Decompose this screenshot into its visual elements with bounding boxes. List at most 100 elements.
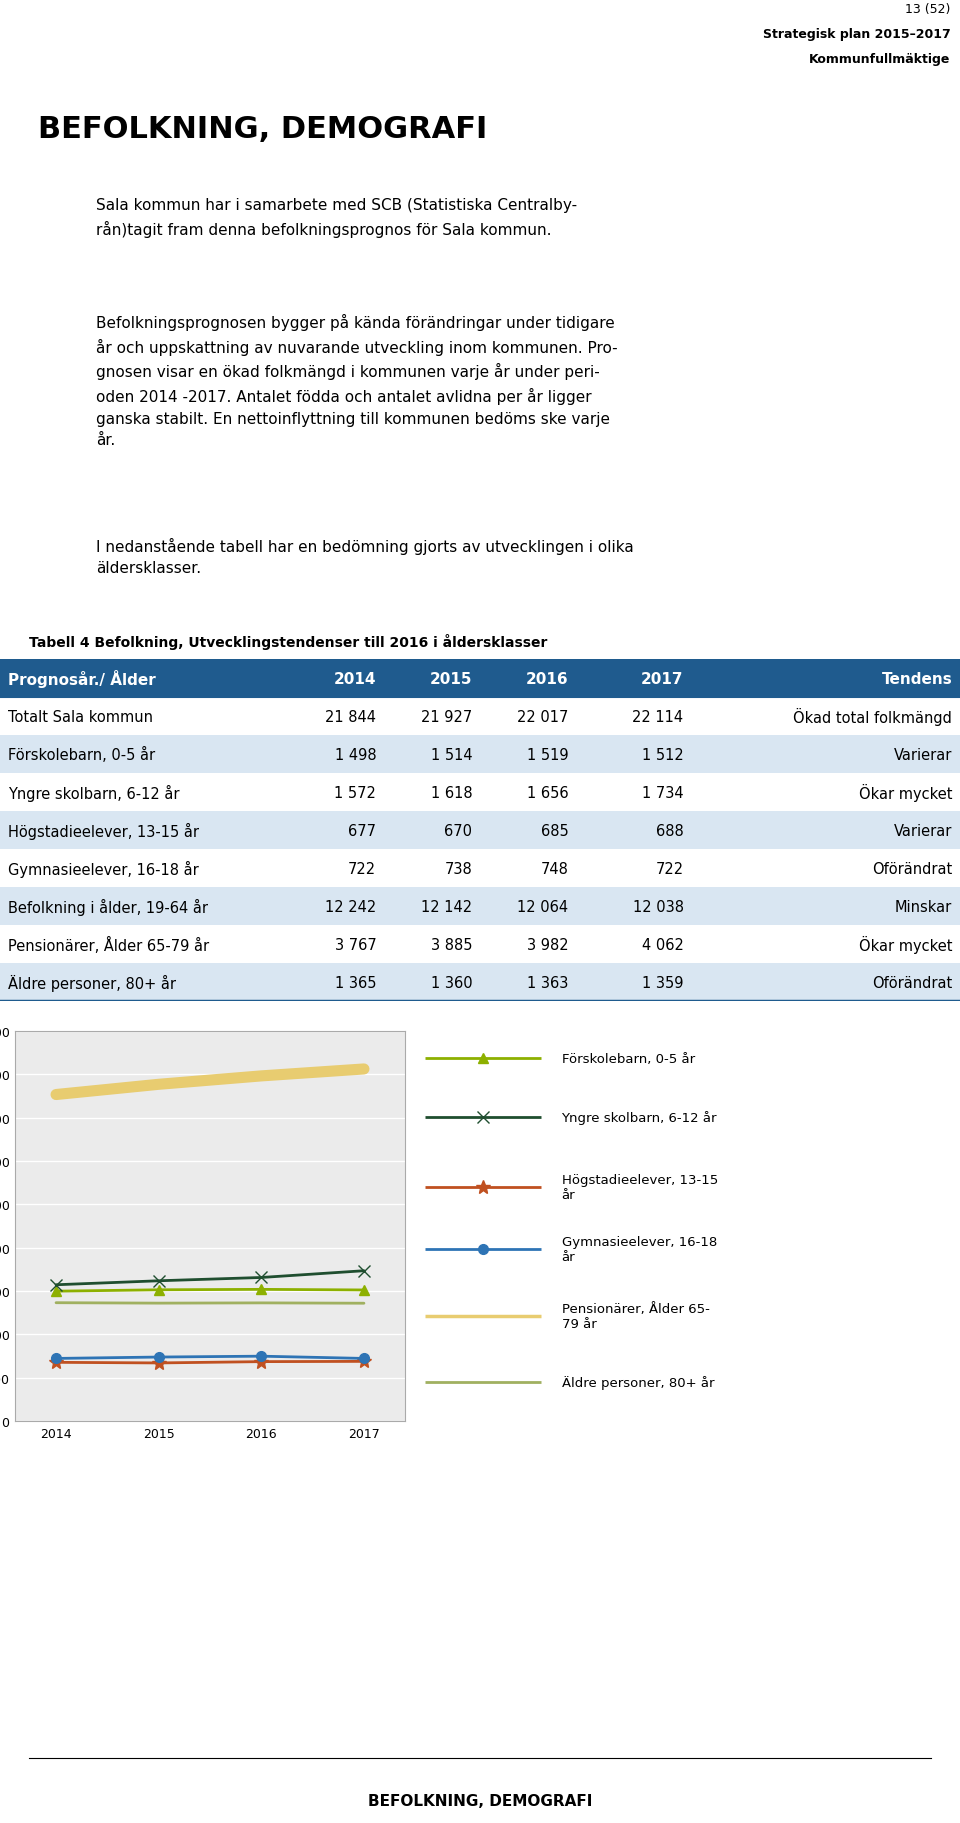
Bar <box>384 926 480 964</box>
Bar <box>0 926 288 964</box>
Bar <box>691 736 960 773</box>
Text: Oförändrat: Oförändrat <box>872 975 952 990</box>
Text: Tabell 4 Befolkning, Utvecklingstendenser till 2016 i åldersklasser: Tabell 4 Befolkning, Utvecklingstendense… <box>29 634 547 651</box>
Bar <box>384 964 480 1001</box>
Text: 21 844: 21 844 <box>325 709 376 724</box>
Bar <box>288 773 384 811</box>
Bar <box>288 964 384 1001</box>
Bar <box>0 811 288 850</box>
Bar <box>576 773 691 811</box>
Bar <box>480 888 576 926</box>
Text: 738: 738 <box>444 860 472 877</box>
Bar <box>288 660 384 698</box>
Bar <box>384 660 480 698</box>
Text: Ökar mycket: Ökar mycket <box>859 935 952 953</box>
Bar <box>480 850 576 888</box>
Text: Ökar mycket: Ökar mycket <box>859 784 952 802</box>
Bar <box>288 811 384 850</box>
Bar <box>0 888 288 926</box>
Text: 1 360: 1 360 <box>431 975 472 990</box>
Text: 2016: 2016 <box>526 671 568 685</box>
Text: 4 062: 4 062 <box>641 937 684 952</box>
Text: Tendens: Tendens <box>881 671 952 685</box>
Bar <box>384 736 480 773</box>
Bar <box>576 850 691 888</box>
Bar <box>0 850 288 888</box>
Bar <box>480 964 576 1001</box>
Text: Kommunfullmäktige: Kommunfullmäktige <box>809 53 950 66</box>
Bar <box>691 773 960 811</box>
Text: 12 038: 12 038 <box>633 899 684 913</box>
Text: Befolkningsprognosen bygger på kända förändringar under tidigare
år och uppskatt: Befolkningsprognosen bygger på kända för… <box>96 314 617 448</box>
Text: 22 017: 22 017 <box>516 709 568 724</box>
Text: 1 519: 1 519 <box>527 747 568 762</box>
Text: 1 359: 1 359 <box>642 975 684 990</box>
Bar <box>288 926 384 964</box>
Text: 12 242: 12 242 <box>325 899 376 913</box>
Text: 1 656: 1 656 <box>527 786 568 800</box>
Text: Befolkning i ålder, 19-64 år: Befolkning i ålder, 19-64 år <box>8 899 207 915</box>
Bar <box>691 698 960 736</box>
Text: 670: 670 <box>444 822 472 839</box>
Text: 688: 688 <box>656 822 684 839</box>
Text: Totalt Sala kommun: Totalt Sala kommun <box>8 709 153 724</box>
Text: Förskolebarn, 0-5 år: Förskolebarn, 0-5 år <box>8 747 155 762</box>
Text: 12 142: 12 142 <box>421 899 472 913</box>
Bar <box>576 964 691 1001</box>
Text: 1 498: 1 498 <box>335 747 376 762</box>
Bar <box>480 926 576 964</box>
Text: Förskolebarn, 0-5 år: Förskolebarn, 0-5 år <box>562 1052 695 1065</box>
Text: BEFOLKNING, DEMOGRAFI: BEFOLKNING, DEMOGRAFI <box>38 115 488 144</box>
Text: Strategisk plan 2015–2017: Strategisk plan 2015–2017 <box>762 27 950 40</box>
Bar <box>691 660 960 698</box>
Bar <box>480 698 576 736</box>
Text: Minskar: Minskar <box>895 899 952 913</box>
Text: Yngre skolbarn, 6-12 år: Yngre skolbarn, 6-12 år <box>8 784 180 800</box>
Text: Varierar: Varierar <box>894 747 952 762</box>
Text: 3 982: 3 982 <box>527 937 568 952</box>
Bar <box>691 964 960 1001</box>
Text: Gymnasieelever, 16-18 år: Gymnasieelever, 16-18 år <box>8 860 199 877</box>
Text: I nedanstående tabell har en bedömning gjorts av utvecklingen i olika
äldersklas: I nedanstående tabell har en bedömning g… <box>96 538 634 576</box>
Text: 22 114: 22 114 <box>633 709 684 724</box>
Text: 13 (52): 13 (52) <box>905 4 950 16</box>
Bar <box>691 926 960 964</box>
Bar <box>691 888 960 926</box>
Text: 722: 722 <box>348 860 376 877</box>
Text: 1 514: 1 514 <box>431 747 472 762</box>
Bar <box>288 736 384 773</box>
Text: Pensionärer, Ålder 65-79 år: Pensionärer, Ålder 65-79 år <box>8 935 209 953</box>
Text: Oförändrat: Oförändrat <box>872 860 952 877</box>
Bar <box>0 660 288 698</box>
Text: Högstadieelever, 13-15
år: Högstadieelever, 13-15 år <box>562 1174 718 1201</box>
Text: 1 572: 1 572 <box>334 786 376 800</box>
Text: 2017: 2017 <box>641 671 684 685</box>
Text: Sala kommun har i samarbete med SCB (Statistiska Centralby-
rån)tagit fram denna: Sala kommun har i samarbete med SCB (Sta… <box>96 197 577 237</box>
Bar <box>0 736 288 773</box>
Text: Ökad total folkmängd: Ökad total folkmängd <box>794 707 952 726</box>
Text: 3 885: 3 885 <box>431 937 472 952</box>
Bar <box>384 698 480 736</box>
Text: 748: 748 <box>540 860 568 877</box>
Text: 2014: 2014 <box>334 671 376 685</box>
Text: Varierar: Varierar <box>894 822 952 839</box>
Text: 21 927: 21 927 <box>421 709 472 724</box>
Bar <box>384 811 480 850</box>
Text: 1 618: 1 618 <box>431 786 472 800</box>
Bar <box>0 773 288 811</box>
Text: 1 734: 1 734 <box>642 786 684 800</box>
Bar <box>576 660 691 698</box>
Text: 2015: 2015 <box>430 671 472 685</box>
Text: 1 365: 1 365 <box>335 975 376 990</box>
Bar <box>576 736 691 773</box>
Text: 722: 722 <box>656 860 684 877</box>
Text: Prognosår./ Ålder: Prognosår./ Ålder <box>8 669 156 687</box>
Text: Äldre personer, 80+ år: Äldre personer, 80+ år <box>562 1375 714 1389</box>
Text: Pensionärer, Ålder 65-
79 år: Pensionärer, Ålder 65- 79 år <box>562 1302 709 1331</box>
Bar <box>288 850 384 888</box>
Bar <box>576 888 691 926</box>
Bar <box>0 698 288 736</box>
Bar <box>384 773 480 811</box>
Bar <box>288 698 384 736</box>
Text: Gymnasieelever, 16-18
år: Gymnasieelever, 16-18 år <box>562 1236 717 1263</box>
